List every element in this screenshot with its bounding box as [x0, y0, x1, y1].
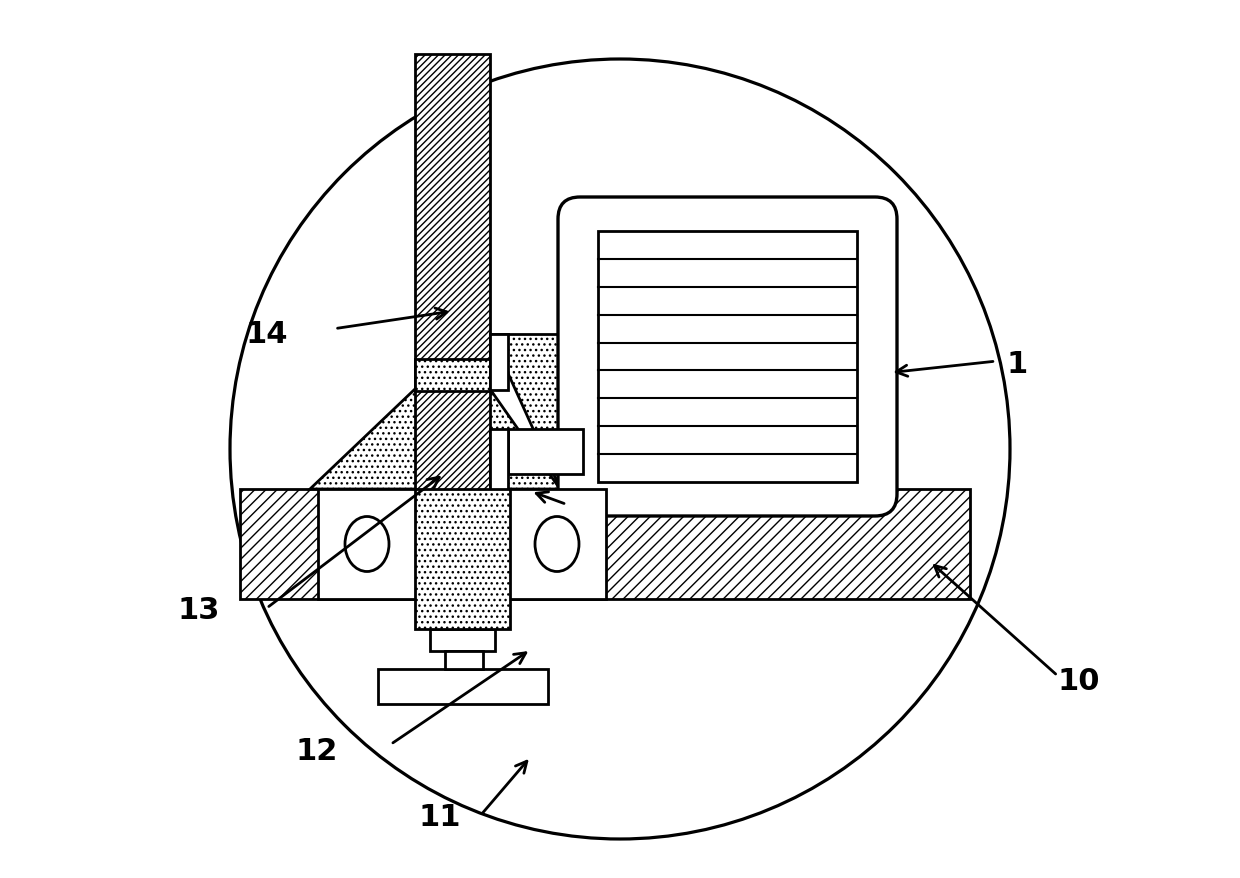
Bar [508, 429, 583, 474]
Bar [445, 651, 484, 669]
Text: 13: 13 [177, 596, 219, 624]
Bar [378, 669, 548, 704]
Bar [415, 55, 490, 494]
Text: 1: 1 [1006, 350, 1028, 378]
Bar [490, 335, 508, 391]
Bar [490, 429, 508, 492]
Text: 11: 11 [419, 802, 461, 831]
Bar [598, 232, 857, 482]
Text: 14: 14 [246, 320, 288, 348]
Bar [415, 489, 510, 630]
Polygon shape [310, 390, 560, 489]
Bar [317, 489, 415, 600]
Bar [508, 489, 606, 600]
Bar [241, 489, 970, 600]
Text: 12: 12 [295, 737, 337, 765]
FancyBboxPatch shape [558, 198, 897, 516]
Bar [430, 630, 495, 651]
Polygon shape [490, 335, 560, 489]
Bar [415, 360, 490, 392]
Text: 10: 10 [1058, 666, 1100, 694]
